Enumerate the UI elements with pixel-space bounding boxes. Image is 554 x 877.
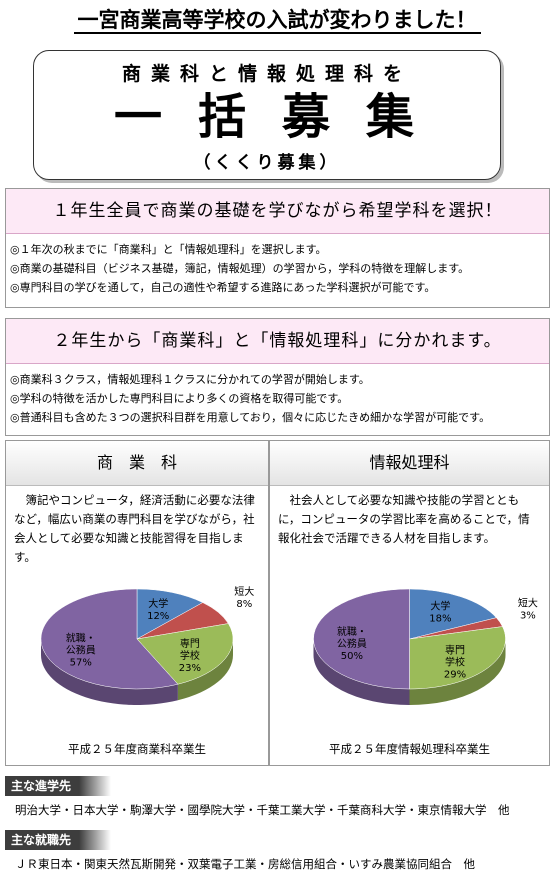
slice-value: 50%	[341, 651, 363, 662]
pie-slice	[313, 588, 410, 690]
list-item: ◎学科の特徴を活かした専門科目により多くの資格を取得可能です。	[10, 392, 349, 405]
chart-caption: 平成２５年度情報処理科卒業生	[329, 742, 490, 756]
slice-label: 学校	[445, 655, 465, 668]
section-items: ◎１年次の秋までに「商業科」と「情報処理科」を選択します。 ◎商業の基礎科目（ビジ…	[6, 234, 549, 303]
slice-label: 学校	[180, 649, 200, 662]
pie-slice	[136, 588, 204, 640]
slice-value: 29%	[444, 669, 466, 680]
slice-value: 12%	[147, 611, 169, 622]
slice-label: 専門	[445, 644, 465, 656]
hero-box: 商業科と情報処理科を 一括募集 （くくり募集）	[33, 50, 501, 180]
title-text: 一宮商業高等学校の入試が変わりました！	[73, 8, 481, 34]
column: 商 業 科 簿記やコンピュータ，経済活動に必要な法律など，幅広い商業の専門科目を…	[5, 440, 269, 766]
slice-label: 就職・	[66, 632, 96, 645]
list-text: 明治大学・日本大学・駒澤大学・國學院大学・千葉工業大学・千葉商科大学・東京情報大…	[15, 803, 510, 817]
pie-side	[313, 639, 410, 705]
label-tag: 主な就職先	[5, 830, 111, 850]
column-description: 社会人として必要な知識や技能の学習とともに，コンピュータの学習比率を高めることで…	[278, 493, 530, 545]
label-tag: 主な進学先	[5, 776, 111, 796]
slice-value: 57%	[70, 658, 92, 669]
slice-label: 大学	[430, 600, 450, 613]
column-title: 情報処理科	[270, 441, 549, 486]
list-item: ◎商業の基礎科目（ビジネス基礎，簿記，情報処理）の学習から，学科の特徴を理解しま…	[10, 262, 470, 275]
section-heading: １年生全員で商業の基礎を学びながら希望学科を選択！	[6, 189, 549, 234]
section: ２年生から「商業科」と「情報処理科」に分かれます。 ◎商業科３クラス，情報処理科…	[5, 318, 550, 436]
slice-label: 就職・	[337, 625, 367, 638]
list-item: ◎普通科目も含めた３つの選択科目群を用意しており，個々に応じたきめ細かな学習が可…	[10, 411, 491, 424]
pie-slice	[40, 588, 179, 690]
column-description: 簿記やコンピュータ，経済活動に必要な法律など，幅広い商業の専門科目を学びながら，…	[14, 493, 255, 564]
column-title: 商 業 科	[6, 441, 268, 486]
slice-label: 専門	[180, 638, 200, 650]
section: １年生全員で商業の基礎を学びながら希望学科を選択！ ◎１年次の秋までに「商業科」…	[5, 188, 550, 308]
slice-value: 8%	[236, 599, 252, 610]
pie-slice	[409, 588, 497, 640]
slice-value: 18%	[429, 614, 451, 625]
slice-value: 23%	[179, 663, 201, 674]
pie-slice	[136, 623, 234, 685]
list-item: ◎専門科目の学びを通して，自己の適性や希望する進路にあった学科選択が可能です。	[10, 281, 436, 294]
slice-value: 3%	[520, 611, 536, 622]
section-heading: ２年生から「商業科」と「情報処理科」に分かれます。	[6, 319, 549, 364]
section-items: ◎商業科３クラス，情報処理科１クラスに分かれての学習が開始します。 ◎学科の特徴を…	[6, 364, 549, 433]
title: 一宮商業高等学校の入試が変わりました！	[0, 4, 554, 34]
slice-label: 公務員	[66, 644, 96, 657]
list-text: ＪＲ東日本・関東天然瓦斯開発・双葉電子工業・房総信用組合・いすみ農業協同組合 他	[15, 857, 475, 871]
pie-slice	[409, 626, 506, 690]
hero-main: 一括募集	[113, 89, 450, 145]
list-item: ◎商業科３クラス，情報処理科１クラスに分かれての学習が開始します。	[10, 373, 370, 386]
slice-label: 公務員	[337, 637, 367, 650]
pie-side	[177, 639, 233, 701]
slice-label: 短大	[518, 597, 538, 610]
column: 情報処理科 社会人として必要な知識や技能の学習とともに，コンピュータの学習比率を…	[269, 440, 550, 766]
hero-sub: （くくり募集）	[193, 153, 341, 173]
slice-label: 短大	[234, 585, 254, 598]
pie-side	[409, 639, 506, 705]
pie-side	[41, 639, 178, 705]
list-item: ◎１年次の秋までに「商業科」と「情報処理科」を選択します。	[10, 243, 327, 256]
slice-label: 大学	[148, 597, 168, 610]
chart-caption: 平成２５年度商業科卒業生	[68, 742, 206, 756]
hero-line: 商業科と情報処理科を	[121, 63, 412, 85]
